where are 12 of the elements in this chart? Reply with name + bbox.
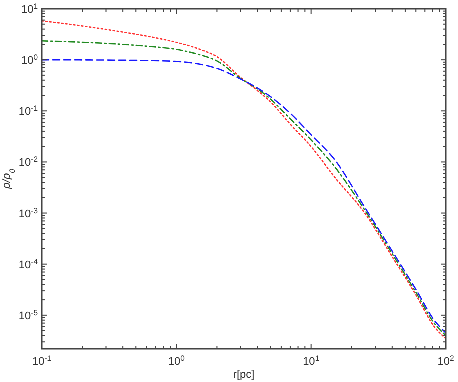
y-tick-label: 10$^{1}$ [21,2,38,16]
x-axis-title: r[pc] [233,369,255,381]
x-tick-label: 10$^{1}$ [303,354,320,368]
x-tick-label: 10$^{-1}$ [32,354,52,368]
x-tick-label: 10$^{2}$ [438,354,454,368]
y-tick-label: 10$^{-3}$ [18,206,38,220]
y-tick-label: 10$^{0}$ [21,52,38,68]
y-tick-label: 10$^{-4}$ [18,256,39,272]
y-tick-label: 10$^{-2}$ [18,154,38,170]
x-tick-label: 10$^{0}$ [168,354,185,368]
y-tick-label: 10$^{-1}$ [18,104,38,118]
y-tick-label: 10$^{-5}$ [18,308,38,322]
